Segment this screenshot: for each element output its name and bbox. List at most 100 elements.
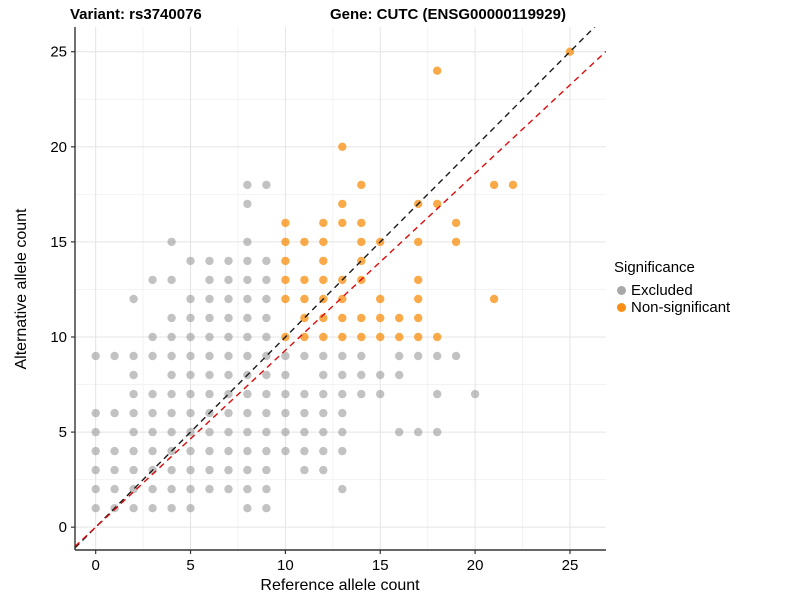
data-point-excluded bbox=[224, 484, 233, 494]
data-point-excluded bbox=[91, 484, 100, 494]
data-point-excluded bbox=[129, 446, 138, 456]
data-point-excluded bbox=[167, 427, 176, 437]
data-point-excluded bbox=[186, 256, 195, 266]
data-point-excluded bbox=[433, 351, 442, 361]
data-point-non-significant bbox=[281, 218, 290, 228]
data-point-excluded bbox=[395, 370, 404, 380]
data-point-excluded bbox=[243, 484, 252, 494]
data-point-excluded bbox=[186, 465, 195, 475]
data-point-excluded bbox=[186, 294, 195, 304]
data-point-excluded bbox=[186, 313, 195, 323]
data-point-non-significant bbox=[414, 275, 423, 285]
data-point-excluded bbox=[319, 446, 328, 456]
data-point-excluded bbox=[186, 484, 195, 494]
data-point-excluded bbox=[205, 427, 214, 437]
data-point-excluded bbox=[262, 313, 271, 323]
data-point-excluded bbox=[129, 465, 138, 475]
data-point-excluded bbox=[224, 427, 233, 437]
legend-item-excluded: Excluded bbox=[617, 282, 693, 299]
data-point-non-significant bbox=[300, 237, 309, 247]
data-point-excluded bbox=[338, 446, 347, 456]
data-point-excluded bbox=[148, 332, 157, 342]
data-point-non-significant bbox=[395, 332, 404, 342]
data-point-excluded bbox=[281, 389, 290, 399]
data-point-non-significant bbox=[451, 237, 461, 247]
legend-label-non-significant: Non-significant bbox=[631, 299, 731, 316]
data-point-excluded bbox=[262, 504, 271, 513]
y-tick-label: 10 bbox=[50, 329, 67, 346]
data-point-non-significant bbox=[319, 332, 328, 342]
data-point-excluded bbox=[224, 275, 233, 285]
data-point-non-significant bbox=[281, 237, 290, 247]
data-point-non-significant bbox=[414, 237, 423, 247]
data-point-excluded bbox=[243, 332, 252, 342]
data-point-excluded bbox=[205, 332, 214, 342]
data-point-non-significant bbox=[319, 313, 328, 323]
data-point-excluded bbox=[262, 484, 271, 494]
data-point-excluded bbox=[319, 408, 328, 418]
data-point-excluded bbox=[414, 351, 423, 361]
data-point-excluded bbox=[224, 313, 233, 323]
data-point-excluded bbox=[243, 313, 252, 323]
data-point-excluded bbox=[262, 446, 271, 456]
data-point-excluded bbox=[300, 389, 309, 399]
data-point-excluded bbox=[338, 389, 347, 399]
y-tick-label: 25 bbox=[50, 44, 67, 61]
data-point-excluded bbox=[281, 408, 290, 418]
data-point-excluded bbox=[148, 484, 157, 494]
data-point-non-significant bbox=[281, 275, 290, 285]
data-point-excluded bbox=[262, 408, 271, 418]
data-point-non-significant bbox=[357, 218, 366, 228]
data-point-excluded bbox=[243, 351, 252, 361]
data-point-non-significant bbox=[300, 294, 309, 304]
data-point-excluded bbox=[338, 408, 347, 418]
data-point-excluded bbox=[395, 427, 404, 437]
data-point-non-significant bbox=[338, 313, 347, 323]
data-point-excluded bbox=[186, 446, 195, 456]
data-point-non-significant bbox=[281, 294, 290, 304]
data-point-excluded bbox=[319, 370, 328, 380]
data-point-excluded bbox=[186, 408, 195, 418]
data-point-non-significant bbox=[319, 275, 328, 285]
data-point-excluded bbox=[186, 332, 195, 342]
data-point-excluded bbox=[376, 389, 385, 399]
x-tick-label: 5 bbox=[186, 557, 194, 574]
data-point-excluded bbox=[243, 427, 252, 437]
data-point-excluded bbox=[262, 389, 271, 399]
data-point-excluded bbox=[243, 275, 252, 285]
x-axis-title: Reference allele count bbox=[260, 577, 420, 594]
data-point-excluded bbox=[205, 370, 214, 380]
data-point-excluded bbox=[205, 256, 214, 266]
data-point-excluded bbox=[129, 294, 138, 304]
data-point-excluded bbox=[357, 370, 366, 380]
x-tick-label: 20 bbox=[467, 557, 484, 574]
data-point-excluded bbox=[224, 446, 233, 456]
data-point-excluded bbox=[205, 465, 214, 475]
data-point-excluded bbox=[262, 294, 271, 304]
data-point-excluded bbox=[91, 446, 100, 456]
data-point-excluded bbox=[129, 408, 138, 418]
data-point-excluded bbox=[224, 408, 233, 418]
data-point-excluded bbox=[148, 275, 157, 285]
data-point-non-significant bbox=[300, 275, 309, 285]
data-point-excluded bbox=[243, 465, 252, 475]
data-point-non-significant bbox=[414, 313, 423, 323]
data-point-excluded bbox=[110, 446, 119, 456]
data-point-non-significant bbox=[338, 294, 347, 304]
data-point-excluded bbox=[91, 465, 100, 475]
data-point-non-significant bbox=[357, 313, 366, 323]
data-point-excluded bbox=[470, 389, 480, 399]
data-point-non-significant bbox=[338, 332, 347, 342]
data-point-excluded bbox=[243, 256, 252, 266]
variant-title: Variant: rs3740076 bbox=[70, 6, 202, 23]
data-point-non-significant bbox=[281, 256, 290, 266]
data-point-excluded bbox=[319, 389, 328, 399]
data-point-excluded bbox=[433, 427, 442, 437]
data-point-excluded bbox=[262, 332, 271, 342]
data-point-non-significant bbox=[376, 332, 385, 342]
data-point-excluded bbox=[186, 504, 195, 513]
data-point-excluded bbox=[167, 313, 176, 323]
data-point-excluded bbox=[262, 256, 271, 266]
data-point-non-significant bbox=[338, 199, 347, 209]
data-point-excluded bbox=[243, 237, 252, 247]
